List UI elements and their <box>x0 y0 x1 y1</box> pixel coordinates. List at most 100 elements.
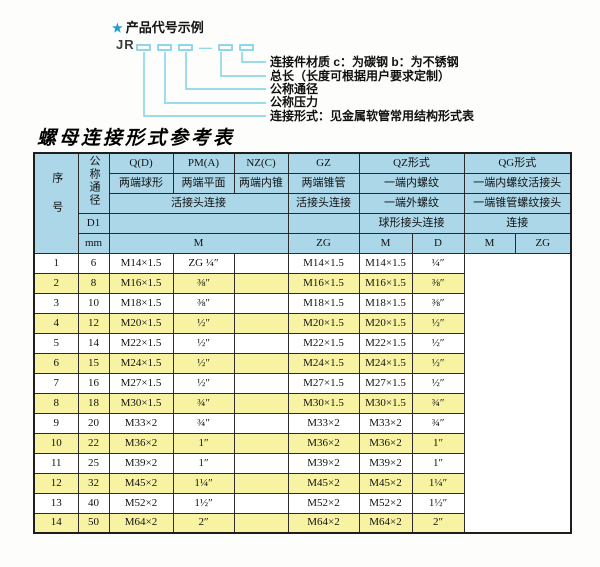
label-nominal-pressure: 公称压力 <box>270 95 319 109</box>
cell-zg: ½″ <box>172 332 235 354</box>
header-col-qz: QZ形式 <box>358 152 465 174</box>
code-box-5 <box>239 44 254 51</box>
header-qg-conn: 连接 <box>463 212 572 234</box>
header-row-3: 活接头连接 活接头连接 一端外螺纹 一端锥管螺纹接头 <box>34 192 572 214</box>
header-zg-label: ZG <box>287 232 360 254</box>
header-col-nz: NZ(C) <box>233 152 289 174</box>
cell-qz_m <box>233 252 289 274</box>
cell-dn: 18 <box>77 392 110 414</box>
star-icon: ★ <box>112 21 123 35</box>
cell-zg: 1½″ <box>172 492 235 514</box>
cell-seq: 4 <box>33 312 79 334</box>
cell-m: M27×1.5 <box>108 372 174 394</box>
product-code-heading-text: 产品代号示例 <box>125 20 204 35</box>
cell-qz_d: M18×1.5 <box>287 292 360 314</box>
cell-m: M33×2 <box>108 412 174 434</box>
cell-dn: 6 <box>77 252 110 274</box>
table-row: 1 6 M14×1.5 ZG ¼″ M14×1.5 M14×1.5 ¼″ <box>33 252 571 274</box>
cell-qg_zg: 1¼″ <box>411 472 465 494</box>
cell-qg_m: M36×2 <box>358 432 413 454</box>
cell-qg_m: M24×1.5 <box>358 352 413 374</box>
cell-qg_zg: ¾″ <box>411 412 465 434</box>
header-col-gz: GZ <box>287 152 360 174</box>
cell-zg: ⅜″ <box>172 272 235 294</box>
cell-m: M14×1.5 <box>108 252 174 274</box>
code-dash: — <box>199 40 212 55</box>
cell-m: M22×1.5 <box>108 332 174 354</box>
cell-dn: 25 <box>77 452 110 474</box>
cell-seq: 7 <box>33 372 79 394</box>
cell-qz_d: M14×1.5 <box>287 252 360 274</box>
cell-qg_m: M22×1.5 <box>358 332 413 354</box>
cell-qg_m: M39×2 <box>358 452 413 474</box>
cell-qz_m <box>233 312 289 334</box>
cell-qz_d: M16×1.5 <box>287 272 360 294</box>
cell-zg: ¾″ <box>172 392 235 414</box>
code-box-3 <box>178 44 193 51</box>
cell-qg_m: M30×1.5 <box>358 392 413 414</box>
cell-qz_m <box>233 292 289 314</box>
code-box-2 <box>157 44 172 51</box>
cell-qz_m <box>233 512 289 534</box>
cell-qz_d: M33×2 <box>287 412 360 434</box>
header-gz-conn: 活接头连接 <box>287 192 360 214</box>
cell-qg_zg: ½″ <box>411 312 465 334</box>
cell-qz_d: M20×1.5 <box>287 312 360 334</box>
table-title: 螺母连接形式参考表 <box>37 128 236 149</box>
cell-qg_zg: ⅜″ <box>411 292 465 314</box>
header-row-5: mm M ZG M D M ZG <box>34 232 572 254</box>
header-empty-left <box>108 212 289 234</box>
product-code-boxes: — <box>136 40 254 55</box>
header-qg-m: M <box>463 232 516 254</box>
cell-qz_d: M27×1.5 <box>287 372 360 394</box>
cell-m: M52×2 <box>108 492 174 514</box>
header-col-q: Q(D) <box>108 152 174 174</box>
table-body: 1 6 M14×1.5 ZG ¼″ M14×1.5 M14×1.5 ¼″ 2 8 M16×1.5 ⅜… <box>33 252 571 534</box>
cell-dn: 22 <box>77 432 110 454</box>
header-row-4: D1 球形接头连接 连接 <box>34 212 572 234</box>
cell-qz_d: M22×1.5 <box>287 332 360 354</box>
table-row: 4 12 M20×1.5 ½″ M20×1.5 M20×1.5 ½″ <box>33 312 571 334</box>
cell-dn: 40 <box>77 492 110 514</box>
header-qg-desc1: 一端内螺纹活接头 <box>463 172 572 194</box>
cell-qg_m: M16×1.5 <box>358 272 413 294</box>
cell-dn: 14 <box>77 332 110 354</box>
cell-dn: 20 <box>77 412 110 434</box>
header-row-1: 序号 公称通径 Q(D) PM(A) NZ(C) GZ QZ形式 QG形式 <box>33 152 572 254</box>
cell-seq: 5 <box>33 332 79 354</box>
cell-qg_m: M18×1.5 <box>358 292 413 314</box>
cell-qg_zg: 1″ <box>411 432 465 454</box>
cell-qz_d: M36×2 <box>287 432 360 454</box>
cell-zg: 2″ <box>172 512 235 534</box>
cell-seq: 8 <box>33 392 79 414</box>
cell-qg_m: M52×2 <box>358 492 413 514</box>
header-col-qg: QG形式 <box>463 152 572 174</box>
cell-m: M39×2 <box>108 452 174 474</box>
cell-zg: 1″ <box>172 432 235 454</box>
cell-m: M20×1.5 <box>108 312 174 334</box>
product-code-heading: ★ 产品代号示例 <box>112 17 204 36</box>
cell-seq: 14 <box>33 512 79 534</box>
cell-qz_m <box>233 432 289 454</box>
cell-dn: 32 <box>77 472 110 494</box>
header-left-conn: 活接头连接 <box>108 192 289 214</box>
table-row: 2 8 M16×1.5 ⅜″ M16×1.5 M16×1.5 ⅜″ <box>33 272 571 294</box>
cell-qg_zg: ½″ <box>411 352 465 374</box>
cell-qg_zg: 2″ <box>411 512 465 534</box>
header-qg-zg: ZG <box>514 232 572 254</box>
cell-zg: 1¼″ <box>172 472 235 494</box>
cell-zg: ⅜″ <box>172 292 235 314</box>
cell-dn: 16 <box>77 372 110 394</box>
cell-qz_d: M52×2 <box>287 492 360 514</box>
table-row: 11 25 M39×2 1″ M39×2 M39×2 1″ <box>33 452 571 474</box>
product-code-prefix: JR <box>116 37 135 52</box>
cell-zg: ½″ <box>172 352 235 374</box>
code-box-4 <box>218 44 233 51</box>
cell-seq: 11 <box>33 452 79 474</box>
cell-qg_zg: ⅜″ <box>411 272 465 294</box>
cell-qz_m <box>233 392 289 414</box>
cell-qz_m <box>233 472 289 494</box>
table-row: 12 32 M45×2 1¼″ M45×2 M45×2 1¼″ <box>33 472 571 494</box>
header-qz-m: M <box>358 232 413 254</box>
